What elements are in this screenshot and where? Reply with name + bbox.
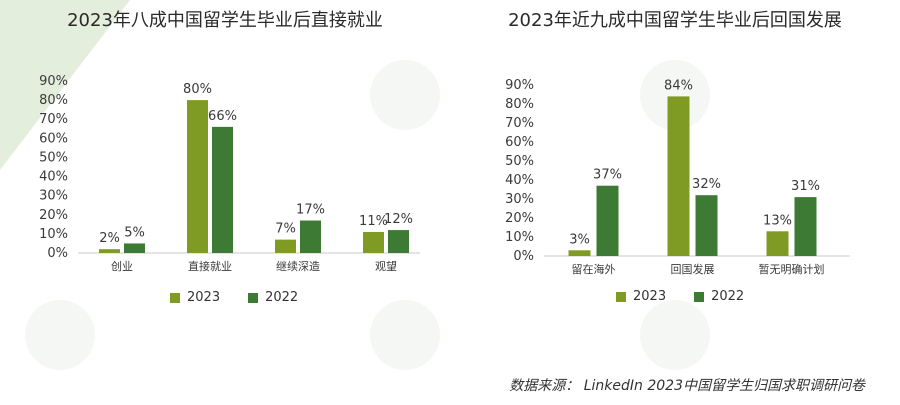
chart-panel-return: 2023年近九成中国留学生毕业后回国发展 0% 10% 20% 30% 40% 50% 60… (450, 0, 900, 405)
bar (667, 96, 690, 257)
legend-item-2022: 2022 (694, 289, 744, 304)
legend-item-2023: 2023 (170, 290, 220, 305)
y-tick-label: 40% (505, 173, 534, 188)
y-tick-label: 90% (505, 78, 534, 93)
data-label: 11% (359, 214, 388, 229)
y-tick-label: 10% (505, 230, 534, 245)
y-tick-label: 50% (39, 150, 68, 165)
y-tick-label: 30% (505, 192, 534, 207)
y-tick-label: 60% (505, 135, 534, 150)
y-tick-label: 50% (505, 154, 534, 169)
category-label: 直接就业 (188, 259, 232, 273)
data-label: 12% (384, 212, 413, 227)
legend-swatch (170, 292, 180, 303)
bar (568, 250, 591, 256)
chart-panel-employment: 2023年八成中国留学生毕业后直接就业 0% 10% 20% 30% 40% 50% 60%… (39, 10, 420, 305)
bar (388, 230, 409, 253)
y-tick-label: 10% (39, 227, 68, 242)
legend-label: 2023 (187, 290, 221, 305)
bar (596, 185, 619, 256)
y-tick-label: 80% (505, 97, 534, 112)
y-tick-label: 40% (39, 170, 68, 185)
bar (99, 249, 120, 253)
y-tick-label: 0% (513, 249, 534, 264)
y-tick-label: 80% (39, 93, 68, 108)
legend-swatch (248, 292, 259, 303)
data-label: 31% (791, 179, 820, 194)
y-tick-label: 70% (39, 112, 68, 127)
bar (212, 126, 233, 253)
corner-decoration (0, 0, 130, 170)
bar-chart-return: 0% 10% 20% 30% 40% 50% 60% 70% 80% 90% 3% 37% 留在海外 84… (505, 78, 850, 276)
data-label: 37% (593, 168, 622, 183)
category-label: 继续深造 (276, 259, 320, 273)
legend-item-2023: 2023 (616, 289, 666, 304)
data-label: 32% (692, 177, 721, 192)
category-label: 创业 (111, 260, 133, 273)
category-label: 留在海外 (572, 262, 616, 276)
data-label: 84% (664, 78, 693, 93)
bar (187, 100, 208, 253)
data-label: 7% (275, 222, 296, 237)
bar (300, 220, 321, 253)
category-label: 回国发展 (671, 262, 715, 276)
bar (363, 231, 384, 253)
legend-label: 2022 (265, 290, 299, 305)
chart-legend: 2023 2022 (170, 290, 326, 305)
chart-title: 2023年八成中国留学生毕业后直接就业 (67, 10, 383, 31)
y-tick-label: 90% (39, 74, 68, 89)
data-label: 2% (99, 231, 120, 246)
bar (124, 243, 145, 253)
category-label: 暂无明确计划 (759, 263, 825, 276)
data-label: 3% (569, 232, 590, 247)
legend-label: 2022 (711, 289, 745, 304)
bar (695, 195, 718, 256)
chart-legend: 2023 2022 (616, 289, 772, 304)
bar (794, 197, 817, 256)
chart-title: 2023年近九成中国留学生毕业后回国发展 (508, 10, 842, 31)
bar (766, 231, 789, 256)
bar (275, 239, 296, 253)
legend-swatch (616, 291, 626, 302)
data-source-note: 数据来源： LinkedIn 2023中国留学生归国求职调研问卷 (509, 378, 865, 394)
y-tick-label: 70% (505, 116, 534, 131)
data-label: 80% (183, 82, 212, 97)
y-tick-label: 0% (47, 246, 68, 261)
y-tick-label: 20% (39, 208, 68, 223)
y-tick-label: 60% (39, 131, 68, 146)
data-label: 13% (763, 213, 792, 228)
category-label: 观望 (375, 260, 397, 273)
legend-item-2022: 2022 (248, 290, 298, 305)
bar-chart-employment: 0% 10% 20% 30% 40% 50% 60% 70% 80% 90% 2% 5% 创业 80% 66… (39, 74, 420, 273)
data-label: 17% (296, 203, 325, 218)
data-label: 66% (208, 109, 237, 124)
data-label: 5% (124, 225, 145, 240)
y-tick-label: 20% (505, 211, 534, 226)
y-tick-label: 30% (39, 189, 68, 204)
legend-swatch (694, 291, 705, 302)
legend-label: 2023 (633, 289, 667, 304)
